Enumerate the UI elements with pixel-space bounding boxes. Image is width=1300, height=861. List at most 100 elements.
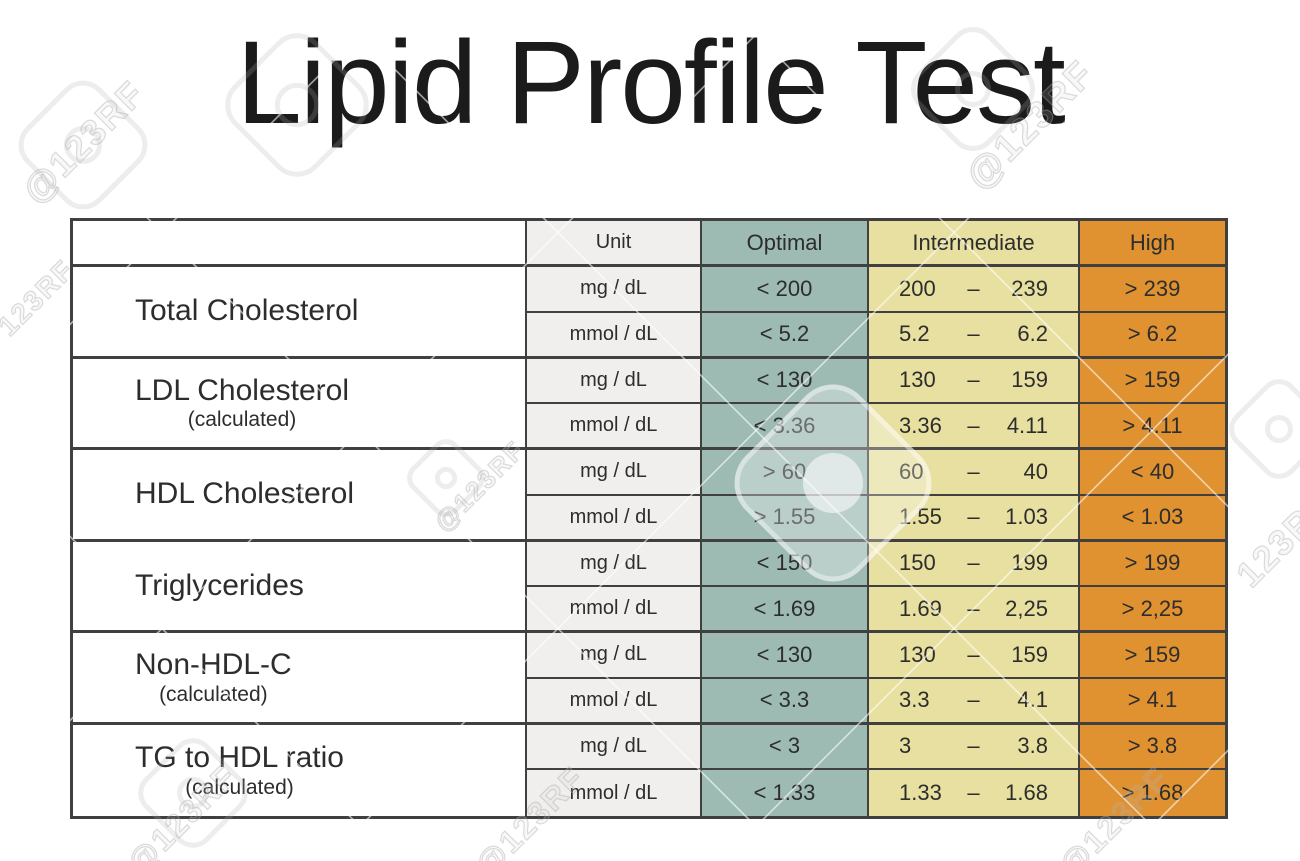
header-intermediate: Intermediate xyxy=(869,221,1080,267)
high-cell: > 2,25 xyxy=(1080,587,1225,633)
range: 3.3 – 4.1 xyxy=(869,687,1078,713)
unit-cell: mg / dL xyxy=(527,541,702,588)
unit-cell: mmol / dL xyxy=(527,404,702,450)
range-high: 199 xyxy=(1011,550,1048,576)
watermark-camera-lens-icon xyxy=(1258,408,1300,450)
range: 130 – 159 xyxy=(869,642,1078,668)
range-low: 1.33 xyxy=(899,780,942,806)
watermark-camera-icon xyxy=(1221,371,1300,487)
range: 150 – 199 xyxy=(869,550,1078,576)
unit-cell: mg / dL xyxy=(527,450,702,496)
range: 3.36 – 4.11 xyxy=(869,413,1078,439)
range-dash: – xyxy=(967,687,980,713)
range-high: 159 xyxy=(1011,367,1048,393)
high-cell: > 1.68 xyxy=(1080,770,1225,816)
range-high: 2,25 xyxy=(1005,595,1048,621)
high-cell: > 3.8 xyxy=(1080,724,1225,771)
test-name-cell: LDL Cholesterol (calculated) xyxy=(73,358,527,450)
unit-cell: mmol / dL xyxy=(527,678,702,725)
optimal-cell: < 1.33 xyxy=(702,770,869,816)
unit-cell: mg / dL xyxy=(527,724,702,771)
range-low: 5.2 xyxy=(899,321,930,347)
unit-cell: mmol / dL xyxy=(527,495,702,542)
test-name-note: (calculated) xyxy=(185,775,294,799)
range-dash: – xyxy=(967,458,980,484)
test-name-block: Triglycerides xyxy=(135,569,304,604)
high-cell: > 4.1 xyxy=(1080,678,1225,725)
test-name: Triglycerides xyxy=(135,568,304,602)
range: 130 – 159 xyxy=(869,367,1078,393)
intermediate-cell: 130 – 159 xyxy=(869,358,1080,405)
test-name: HDL Cholesterol xyxy=(135,477,354,510)
range-dash: – xyxy=(967,550,980,576)
page-title: Lipid Profile Test xyxy=(236,17,1066,149)
test-name: Non-HDL-C xyxy=(135,648,292,682)
unit-cell: mg / dL xyxy=(527,358,702,405)
watermark-text: 123RF xyxy=(1227,482,1300,596)
test-name-block: HDL Cholesterol xyxy=(135,477,354,512)
range-dash: – xyxy=(967,321,980,347)
test-name-block: TG to HDL ratio (calculated) xyxy=(135,741,344,799)
test-name-cell: Triglycerides xyxy=(73,541,527,633)
intermediate-cell: 1.33 – 1.68 xyxy=(869,770,1080,816)
high-cell: < 1.03 xyxy=(1080,495,1225,542)
test-name-block: LDL Cholesterol (calculated) xyxy=(135,374,349,432)
range-dash: – xyxy=(967,595,980,621)
intermediate-cell: 150 – 199 xyxy=(869,541,1080,588)
test-name-cell: TG to HDL ratio (calculated) xyxy=(73,724,527,816)
intermediate-cell: 1.69 – 2,25 xyxy=(869,587,1080,633)
intermediate-cell: 3.3 – 4.1 xyxy=(869,678,1080,725)
test-name-note: (calculated) xyxy=(159,682,268,706)
test-name-note: (calculated) xyxy=(187,408,297,432)
range-low: 130 xyxy=(899,641,936,667)
range-high: 1.68 xyxy=(1005,780,1048,806)
header-name xyxy=(73,221,527,267)
range-dash: – xyxy=(967,733,980,759)
header-high: High xyxy=(1080,221,1225,267)
intermediate-cell: 3.36 – 4.11 xyxy=(869,404,1080,450)
optimal-cell: < 5.2 xyxy=(702,312,869,359)
range-low: 3.3 xyxy=(899,687,930,713)
range-dash: – xyxy=(967,641,980,667)
optimal-cell: < 200 xyxy=(702,267,869,313)
optimal-cell: < 3.36 xyxy=(702,404,869,450)
range-dash: – xyxy=(967,367,980,393)
test-name-cell: Non-HDL-C (calculated) xyxy=(73,633,527,725)
unit-cell: mg / dL xyxy=(527,267,702,313)
watermark-text: 123RF xyxy=(0,253,81,343)
range-low: 3 xyxy=(899,733,912,759)
test-name-cell: Total Cholesterol xyxy=(73,267,527,359)
range-low: 1.69 xyxy=(899,595,942,621)
test-name: TG to HDL ratio xyxy=(135,741,344,775)
test-name-block: Non-HDL-C (calculated) xyxy=(135,648,292,706)
range: 1.33 – 1.68 xyxy=(869,780,1078,806)
test-name-cell: HDL Cholesterol xyxy=(73,450,527,542)
high-cell: > 159 xyxy=(1080,633,1225,679)
range-dash: – xyxy=(967,412,980,438)
intermediate-cell: 130 – 159 xyxy=(869,633,1080,679)
high-cell: > 159 xyxy=(1080,358,1225,405)
range-low: 3.36 xyxy=(899,412,942,438)
range: 60 – 40 xyxy=(869,459,1078,485)
unit-cell: mmol / dL xyxy=(527,770,702,816)
lipid-profile-table: Unit Optimal Intermediate High Total Cho… xyxy=(70,218,1228,819)
header-optimal: Optimal xyxy=(702,221,869,267)
unit-cell: mmol / dL xyxy=(527,587,702,633)
range-high: 4.11 xyxy=(1006,412,1048,438)
range-low: 200 xyxy=(899,275,936,301)
intermediate-cell: 5.2 – 6.2 xyxy=(869,312,1080,359)
optimal-cell: < 3.3 xyxy=(702,678,869,725)
header-unit: Unit xyxy=(527,221,702,267)
range: 5.2 – 6.2 xyxy=(869,321,1078,347)
range-high: 239 xyxy=(1011,275,1048,301)
range-low: 1.55 xyxy=(899,504,942,530)
optimal-cell: > 60 xyxy=(702,450,869,496)
unit-cell: mmol / dL xyxy=(527,312,702,359)
range: 3 – 3.8 xyxy=(869,733,1078,759)
range-high: 159 xyxy=(1011,641,1048,667)
range-low: 150 xyxy=(899,550,936,576)
high-cell: > 199 xyxy=(1080,541,1225,588)
range-high: 1.03 xyxy=(1005,504,1048,530)
optimal-cell: > 1.55 xyxy=(702,495,869,542)
